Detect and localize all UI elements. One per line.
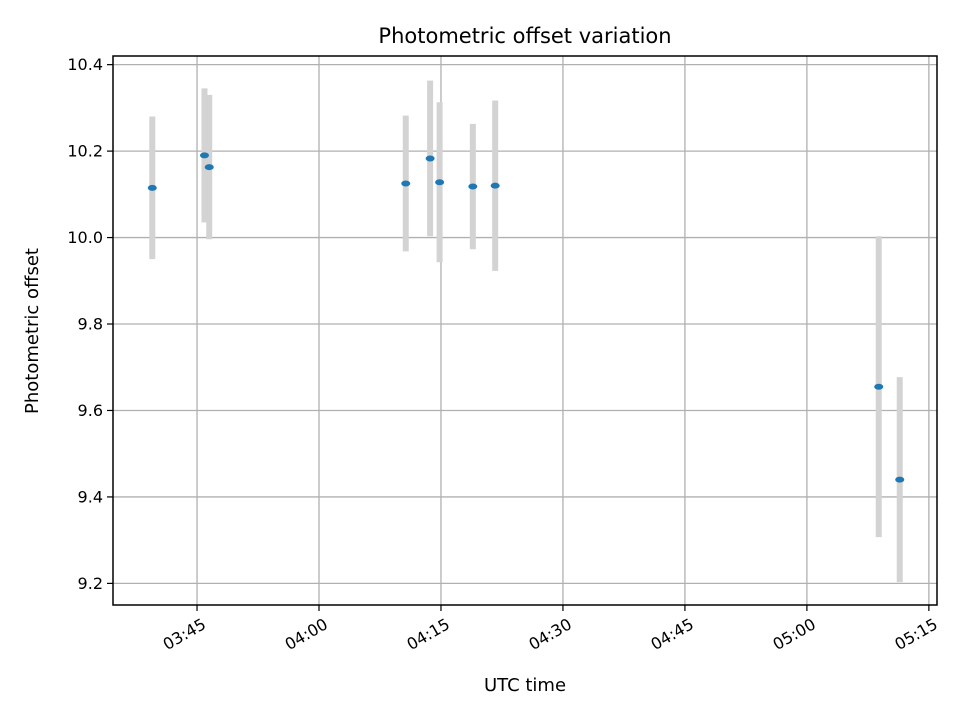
- data-point: [435, 179, 445, 186]
- data-point: [425, 155, 435, 162]
- y-axis-label: Photometric offset: [22, 248, 43, 414]
- y-tick-label: 10.2: [67, 142, 103, 161]
- data-point: [204, 164, 214, 171]
- data-point: [199, 152, 209, 159]
- data-point: [401, 180, 411, 187]
- data-point: [468, 183, 478, 190]
- data-point: [895, 476, 905, 483]
- y-tick-label: 9.2: [78, 574, 103, 593]
- y-tick-label: 9.4: [78, 487, 103, 506]
- y-tick-label: 10.0: [67, 228, 103, 247]
- x-axis-label: UTC time: [484, 675, 566, 696]
- chart-title: Photometric offset variation: [378, 24, 671, 48]
- y-axis: 9.2 9.4 9.6 9.8 10.0 10.2 10.4: [67, 55, 113, 593]
- data-point: [490, 182, 500, 189]
- y-tick-label: 10.4: [67, 55, 103, 74]
- grid: [113, 56, 937, 605]
- y-tick-label: 9.8: [78, 315, 103, 334]
- data-point: [874, 383, 884, 390]
- data-point: [147, 184, 157, 191]
- plot-frame: [112, 55, 938, 606]
- y-tick-label: 9.6: [78, 401, 103, 420]
- data-points: [147, 152, 905, 483]
